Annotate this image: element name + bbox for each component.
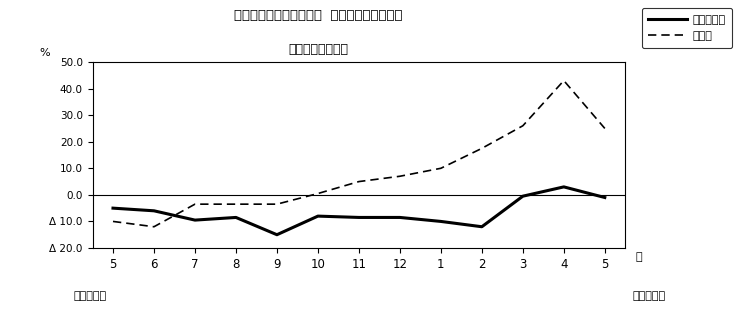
- Text: （規模５人以上）: （規模５人以上）: [288, 43, 349, 56]
- Legend: 調査産業計, 製造業: 調査産業計, 製造業: [642, 8, 733, 48]
- Text: 第２図　所定外労働時間  対前年同月比の推移: 第２図 所定外労働時間 対前年同月比の推移: [234, 9, 403, 22]
- Text: 平成２４年: 平成２４年: [633, 291, 666, 301]
- Text: %: %: [39, 48, 50, 58]
- Text: 平成２３年: 平成２３年: [74, 291, 107, 301]
- Text: 月: 月: [636, 252, 642, 262]
